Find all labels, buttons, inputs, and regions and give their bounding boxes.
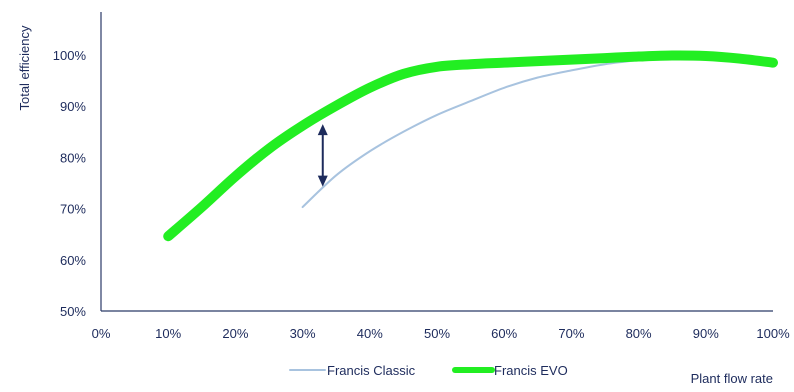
- x-tick-label: 100%: [756, 326, 790, 341]
- tick-labels: 0% 10% 20% 30% 40% 50% 60% 70% 80% 90% 100% 50% 60% 7…: [53, 48, 790, 341]
- legend-item-francis-classic: Francis Classic: [289, 363, 416, 378]
- annotation-arrow-head-up: [317, 124, 328, 136]
- y-axis-label: Total efficiency: [17, 25, 32, 111]
- y-tick-label: 70%: [60, 202, 86, 217]
- x-tick-label: 50%: [424, 326, 450, 341]
- legend-label: Francis EVO: [494, 363, 568, 378]
- x-tick-label: 10%: [155, 326, 181, 341]
- axes: [100, 12, 773, 312]
- annotation: [317, 124, 328, 187]
- x-tick-label: 70%: [558, 326, 584, 341]
- legend: Francis Classic Francis EVO: [289, 363, 568, 378]
- x-tick-label: 30%: [290, 326, 316, 341]
- x-tick-label: 0%: [92, 326, 111, 341]
- y-tick-label: 100%: [53, 48, 87, 63]
- annotation-arrow-head-down: [317, 175, 328, 187]
- series-line-francis-evo: [163, 50, 778, 242]
- series-lines: [163, 50, 778, 242]
- y-tick-label: 80%: [60, 150, 86, 165]
- x-tick-label: 40%: [357, 326, 383, 341]
- x-tick-label: 80%: [626, 326, 652, 341]
- x-tick-label: 60%: [491, 326, 517, 341]
- x-axis-label: Plant flow rate: [691, 371, 773, 386]
- x-tick-label: 90%: [693, 326, 719, 341]
- series-line-francis-classic: [301, 54, 774, 209]
- x-tick-label: 20%: [222, 326, 248, 341]
- y-tick-label: 90%: [60, 99, 86, 114]
- legend-label: Francis Classic: [327, 363, 416, 378]
- legend-item-francis-evo: Francis EVO: [452, 363, 568, 378]
- y-tick-label: 50%: [60, 304, 86, 319]
- y-tick-label: 60%: [60, 253, 86, 268]
